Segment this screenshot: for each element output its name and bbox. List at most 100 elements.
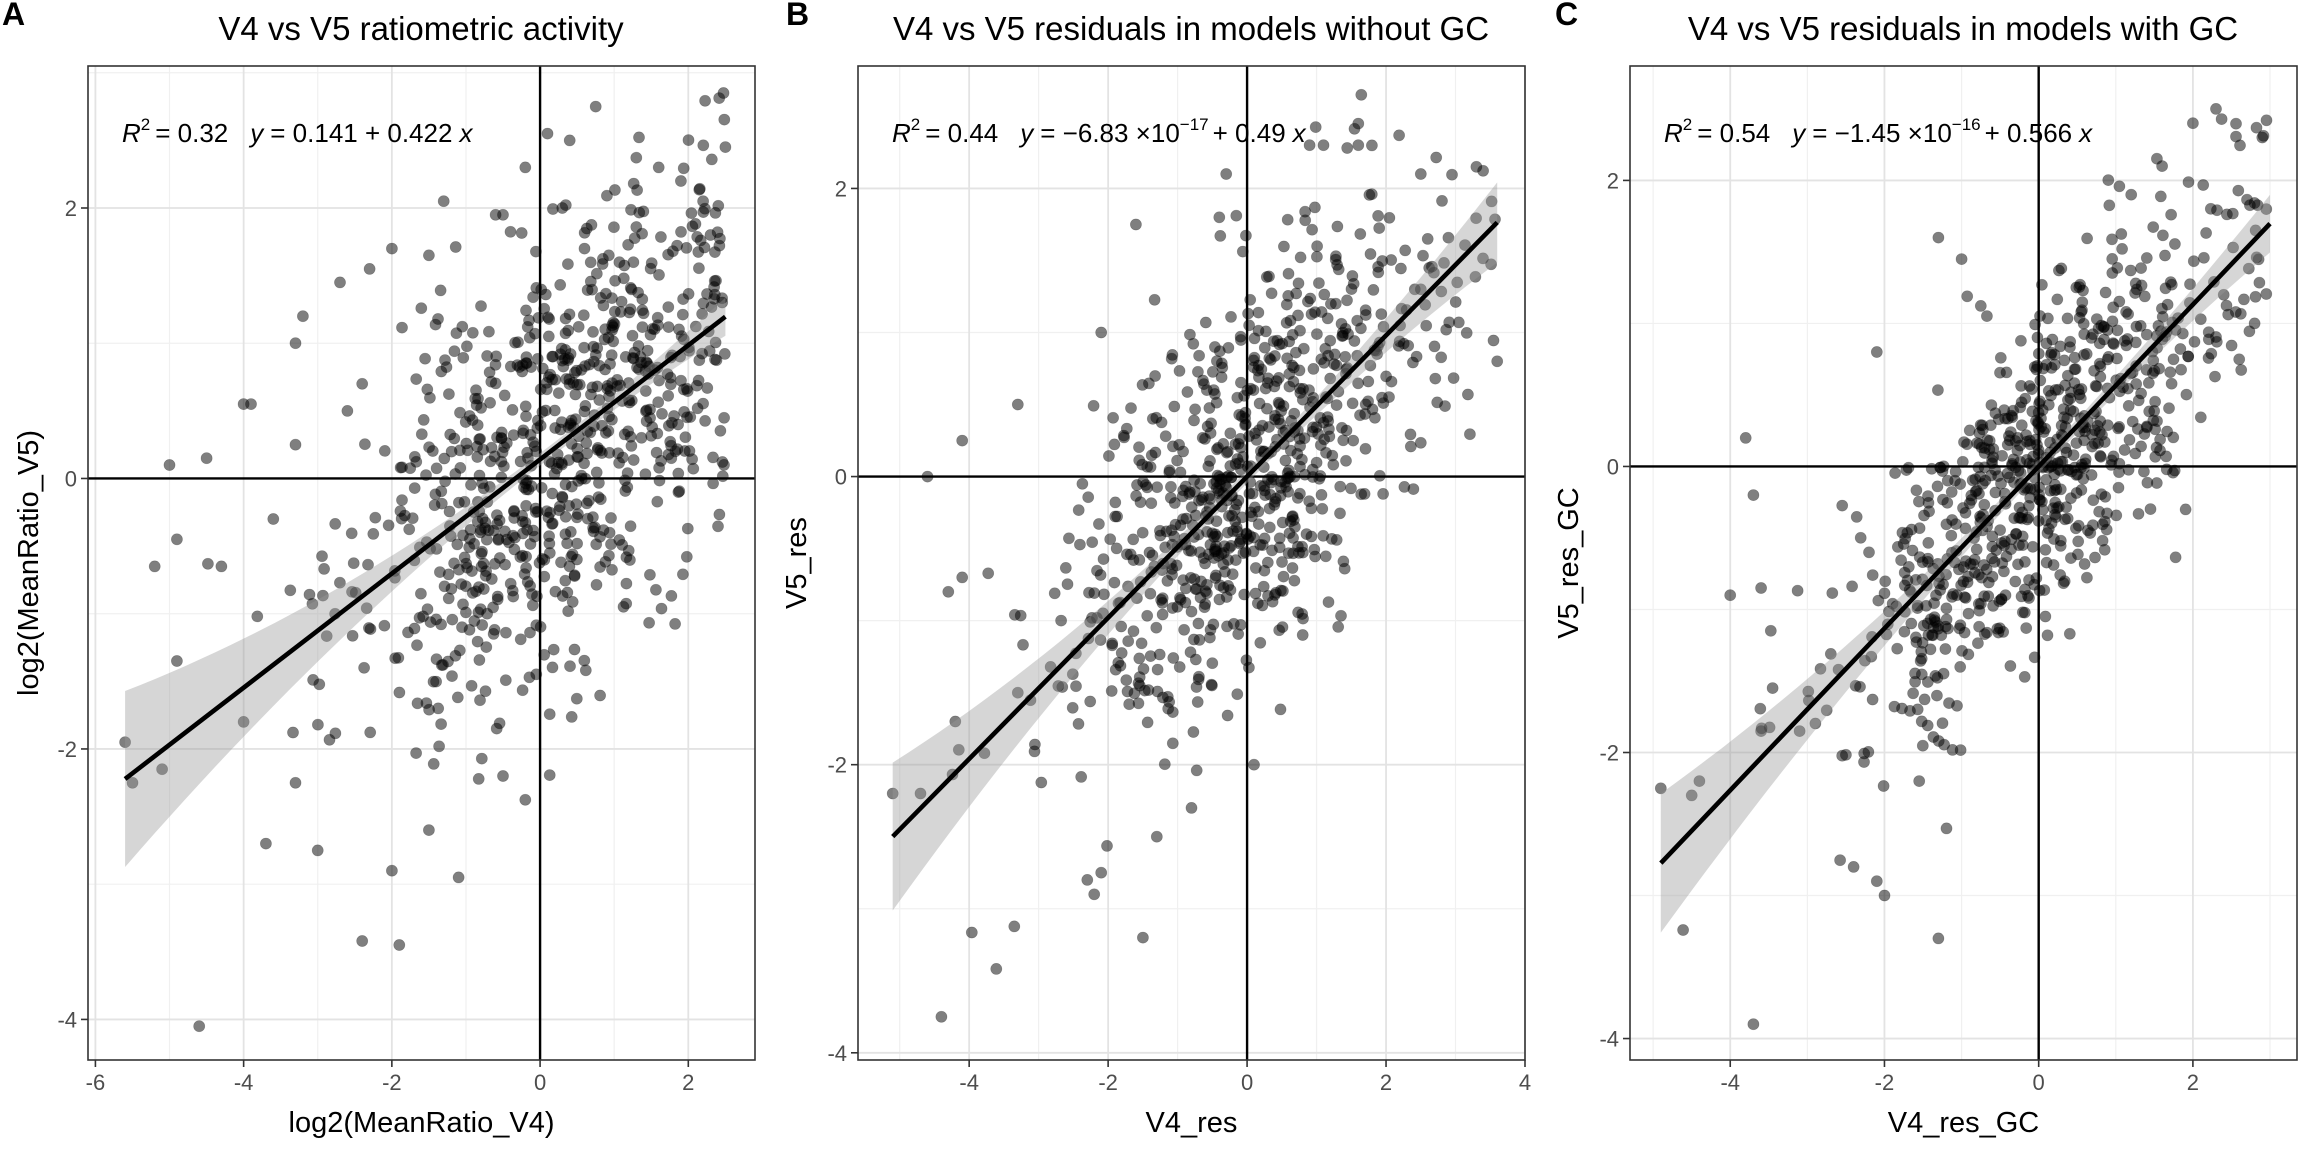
data-point [419,352,431,365]
plot-border [1629,65,2298,1061]
data-point [1442,231,1455,244]
data-point [2164,366,2177,379]
data-point [2028,651,2041,664]
data-point [506,403,519,416]
data-point [536,362,549,375]
data-point [541,127,554,140]
data-point [697,206,710,218]
data-point [422,249,435,262]
data-point [1459,239,1471,251]
plot-area [858,66,1525,1060]
confidence-band [125,297,726,867]
data-point [1826,587,1839,599]
data-point [1165,480,1177,493]
data-point [1120,674,1133,686]
data-point [685,207,698,219]
data-point [1239,546,1252,559]
data-point [617,600,630,613]
data-point [1125,402,1137,414]
data-point [1939,643,1952,655]
regression-equation: R2 = 0.44 y = −6.83 ×10−17 + 0.49 x [892,115,1307,148]
data-point [594,493,607,506]
data-point [1251,597,1264,610]
data-point [520,562,532,574]
data-point [2159,249,2171,262]
data-point [459,606,472,619]
data-point [1286,510,1299,522]
data-point [2156,160,2168,172]
data-point [1252,364,1264,377]
data-point [170,655,183,667]
eq-r-symbol: R [1664,118,1683,148]
data-point [602,249,615,262]
data-point [1097,553,1110,565]
data-point [435,497,448,510]
panel-title: V4 vs V5 residuals in models with GC [1688,10,2238,47]
data-point [2243,325,2256,338]
data-point [1351,349,1364,362]
data-point [1277,570,1290,583]
data-point [411,639,423,652]
data-point [1902,461,1915,474]
data-point [532,311,545,324]
data-point [1946,591,1958,603]
data-point [1354,409,1366,422]
y-tick-label: 2 [835,176,847,201]
x-tick-label: 2 [682,1070,694,1095]
data-point [1755,725,1767,737]
data-point [535,283,548,296]
data-point [1870,346,1883,358]
x-tick-label: -4 [234,1070,254,1095]
data-point [2048,348,2061,361]
data-point [1375,308,1388,320]
data-point [1291,447,1304,460]
data-point [703,345,716,357]
data-point [1341,294,1353,307]
data-point [1214,229,1227,242]
data-point [471,635,484,648]
data-point [1253,424,1265,436]
data-point [2186,117,2199,130]
data-point [1017,638,1029,651]
data-point [1973,487,1985,500]
data-point [1814,662,1827,675]
data-point [1168,400,1181,413]
data-point [2056,455,2069,468]
data-point [499,674,512,687]
data-point [589,100,602,113]
data-point [1133,441,1145,454]
data-point [1235,376,1247,389]
data-point [1011,398,1024,411]
data-point [506,584,519,597]
data-point [677,568,689,581]
eq-r-symbol: R [892,118,911,148]
data-point [1138,684,1151,697]
data-point [1955,253,1968,265]
data-point [1278,240,1290,253]
data-point [584,256,597,269]
data-point [1866,569,1879,581]
data-point [453,644,466,657]
data-point [2018,671,2031,683]
data-point [1108,438,1121,451]
data-point [662,301,675,313]
data-point [1318,288,1331,301]
x-tick-label: -6 [86,1070,106,1095]
data-point [1317,139,1330,152]
data-point [1977,508,1989,521]
data-point [2096,534,2109,547]
data-point [1185,605,1198,618]
data-point [608,221,620,234]
data-point [2249,290,2262,303]
data-point [385,864,398,877]
data-point [1654,782,1667,795]
data-point [2079,425,2091,438]
data-point [466,587,479,599]
data-point [393,939,406,951]
data-point [1087,399,1100,412]
data-point [1211,355,1223,367]
data-point [1942,622,1954,635]
data-point [1231,688,1244,701]
data-point [1901,574,1914,587]
data-point [508,543,521,556]
